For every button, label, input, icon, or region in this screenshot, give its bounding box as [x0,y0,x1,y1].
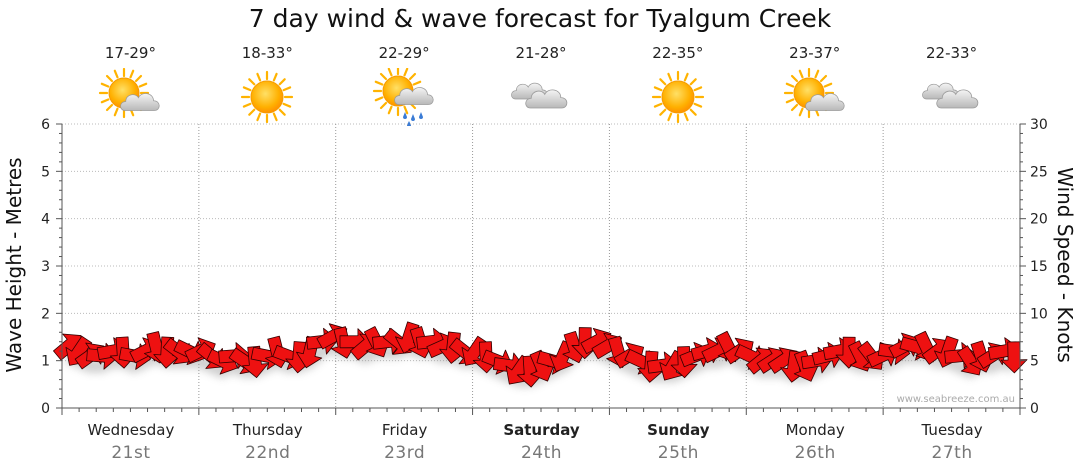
day-date-label: 27th [931,443,973,463]
day-temperature: 22-35° [652,44,704,62]
cloudy-icon [917,68,987,126]
y2-tick-label: 25 [1030,164,1048,180]
wind-arrow [1000,341,1028,374]
y-tick-label: 5 [41,164,50,180]
partly-cloudy-icon [780,67,850,126]
y2-axis-label: Wind Speed - Knots [1053,167,1077,363]
y-tick-label: 0 [41,401,50,417]
y2-tick-label: 15 [1030,259,1048,275]
chart-title: 7 day wind & wave forecast for Tyalgum C… [248,4,832,33]
y2-tick-label: 20 [1030,212,1048,228]
watermark: www.seabreeze.com.au [897,394,1015,405]
y2-tick-label: 0 [1030,401,1039,417]
day-name-label: Wednesday [87,421,175,439]
y-tick-label: 6 [41,117,50,133]
y2-tick-label: 5 [1030,354,1039,370]
y-tick-label: 1 [41,354,50,370]
day-date-label: 23rd [384,443,426,463]
day-temperature: 21-28° [515,44,567,62]
day-date-label: 22nd [245,443,291,463]
y-tick-label: 4 [41,212,50,228]
day-date-label: 24th [520,443,563,463]
day-temperature: 22-33° [926,44,978,62]
day-name-label: Sunday [647,421,710,439]
showers-icon [369,65,439,127]
y-tick-label: 2 [41,306,50,322]
day-name-label: Saturday [503,421,580,439]
day-name-label: Monday [785,421,845,439]
day-date-label: 21st [111,443,151,463]
y2-tick-label: 10 [1030,306,1048,322]
day-temperature: 22-29° [378,44,430,62]
day-name-label: Friday [381,421,428,439]
wind-arrow-series [53,321,1028,388]
day-date-label: 25th [657,443,699,463]
y-axis-label: Wave Height - Metres [2,157,26,372]
cloudy-icon [506,68,576,126]
sunny-icon [643,68,713,126]
day-temperature: 23-37° [789,44,841,62]
day-date-label: 26th [794,443,836,463]
sunny-icon [232,68,302,126]
day-name-label: Tuesday [921,421,983,439]
day-name-label: Thursday [232,421,303,439]
day-temperature: 18-33° [241,44,293,62]
y2-tick-label: 30 [1030,117,1048,133]
partly-cloudy-icon [95,67,165,126]
day-temperature: 17-29° [104,44,156,62]
y-tick-label: 3 [41,259,50,275]
wind-arrow [242,345,269,379]
